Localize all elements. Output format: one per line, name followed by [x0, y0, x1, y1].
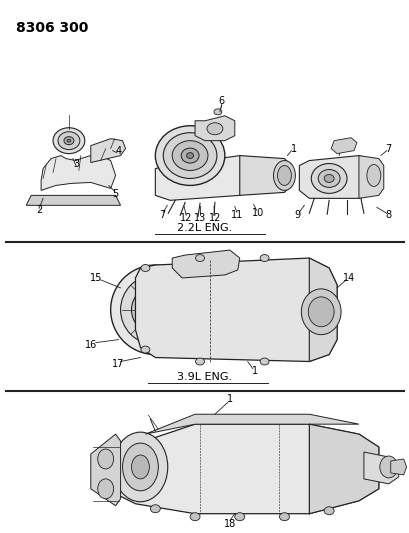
Text: 3: 3: [73, 158, 79, 168]
Ellipse shape: [234, 513, 244, 521]
Ellipse shape: [259, 255, 268, 262]
Text: 5: 5: [112, 189, 119, 199]
Polygon shape: [195, 116, 234, 141]
Ellipse shape: [58, 132, 80, 150]
Polygon shape: [308, 258, 336, 361]
Text: 2.2L ENG.: 2.2L ENG.: [177, 223, 232, 233]
Ellipse shape: [53, 128, 85, 154]
Text: 7: 7: [159, 210, 165, 220]
Polygon shape: [390, 459, 406, 475]
Text: 1: 1: [226, 394, 232, 405]
Text: 10: 10: [251, 208, 263, 219]
Text: 12: 12: [180, 213, 192, 223]
Ellipse shape: [259, 358, 268, 365]
Polygon shape: [135, 258, 336, 361]
Polygon shape: [299, 156, 378, 198]
Polygon shape: [172, 250, 239, 278]
Text: 3.9L ENG.: 3.9L ENG.: [177, 373, 232, 382]
Polygon shape: [26, 196, 120, 205]
Ellipse shape: [181, 148, 198, 163]
Ellipse shape: [317, 169, 339, 188]
Ellipse shape: [195, 358, 204, 365]
Text: 4: 4: [115, 146, 121, 156]
Text: 13: 13: [193, 213, 206, 223]
Polygon shape: [41, 156, 115, 190]
Ellipse shape: [301, 289, 340, 335]
Ellipse shape: [141, 346, 150, 353]
Text: 17: 17: [112, 359, 124, 369]
Ellipse shape: [366, 165, 380, 187]
Ellipse shape: [324, 174, 333, 182]
Ellipse shape: [324, 507, 333, 515]
Text: 2: 2: [36, 205, 42, 215]
Ellipse shape: [150, 505, 160, 513]
Ellipse shape: [279, 513, 289, 521]
Polygon shape: [358, 156, 383, 198]
Text: 6: 6: [218, 96, 225, 106]
Ellipse shape: [141, 296, 169, 324]
Ellipse shape: [207, 123, 222, 135]
Ellipse shape: [97, 479, 113, 499]
Ellipse shape: [131, 286, 179, 334]
Polygon shape: [363, 452, 398, 484]
Text: 8306 300: 8306 300: [16, 21, 88, 35]
Ellipse shape: [122, 443, 158, 491]
Text: 18: 18: [223, 519, 236, 529]
Ellipse shape: [190, 513, 200, 521]
Ellipse shape: [310, 164, 346, 193]
Ellipse shape: [64, 136, 74, 144]
Ellipse shape: [131, 455, 149, 479]
Polygon shape: [155, 156, 259, 200]
Text: 11: 11: [230, 210, 242, 220]
Ellipse shape: [67, 139, 71, 142]
Text: 8: 8: [385, 210, 391, 220]
Text: 16: 16: [84, 340, 97, 350]
Polygon shape: [308, 424, 378, 514]
Ellipse shape: [195, 255, 204, 262]
Polygon shape: [90, 139, 125, 163]
Ellipse shape: [186, 152, 193, 158]
Ellipse shape: [308, 297, 333, 327]
Ellipse shape: [155, 126, 224, 185]
Text: 14: 14: [342, 273, 354, 283]
Text: 1: 1: [251, 367, 257, 376]
Ellipse shape: [113, 432, 167, 502]
Text: 9: 9: [294, 210, 300, 220]
Polygon shape: [145, 414, 358, 434]
Ellipse shape: [273, 160, 294, 190]
Text: 7: 7: [385, 143, 391, 154]
Ellipse shape: [120, 275, 190, 345]
Ellipse shape: [153, 308, 157, 312]
Polygon shape: [239, 156, 291, 196]
Polygon shape: [106, 424, 378, 514]
Ellipse shape: [110, 265, 200, 354]
Ellipse shape: [163, 133, 216, 179]
Polygon shape: [330, 138, 356, 154]
Ellipse shape: [141, 264, 150, 271]
Text: 12: 12: [208, 213, 220, 223]
Ellipse shape: [149, 304, 161, 316]
Text: 1: 1: [291, 143, 297, 154]
Ellipse shape: [277, 166, 291, 185]
Polygon shape: [90, 434, 120, 506]
Ellipse shape: [213, 109, 221, 115]
Text: 15: 15: [89, 273, 102, 283]
Ellipse shape: [379, 456, 397, 478]
Ellipse shape: [172, 141, 207, 171]
Ellipse shape: [97, 449, 113, 469]
